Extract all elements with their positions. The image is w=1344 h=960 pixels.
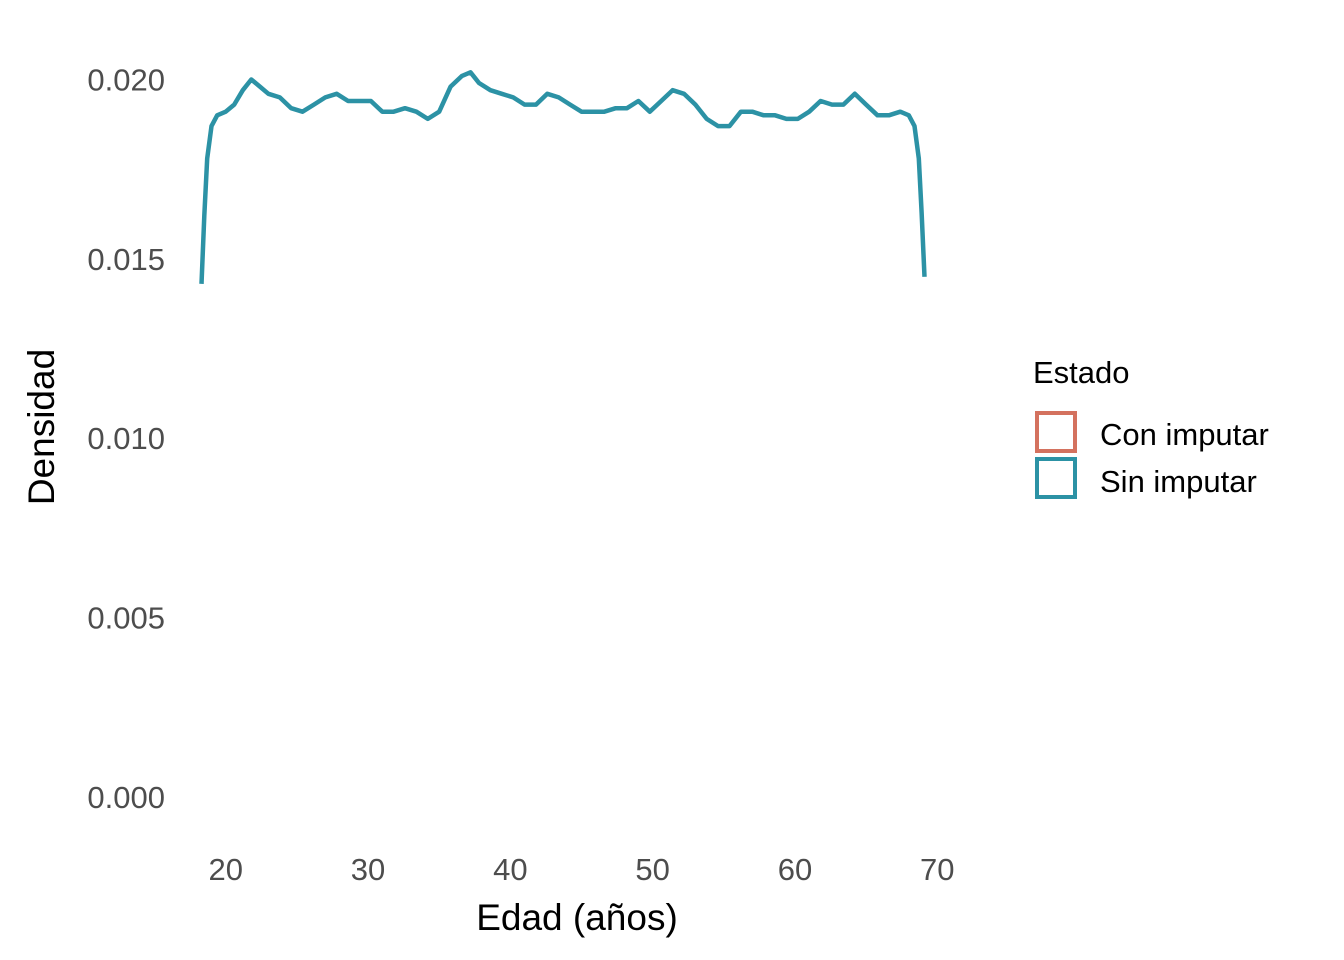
x-tick-label: 70 [920,852,954,887]
y-tick-label: 0.015 [87,242,165,277]
y-tick-label: 0.020 [87,62,165,97]
y-tick-label: 0.005 [87,601,165,636]
x-tick-label: 20 [208,852,242,887]
legend-label-con-imputar: Con imputar [1100,417,1269,452]
y-axis-title: Densidad [21,349,62,505]
legend-label-sin-imputar: Sin imputar [1100,464,1257,499]
density-line-sin-imputar [199,70,927,284]
legend: Estado Con imputar Sin imputar [1033,355,1269,499]
x-tick-label: 60 [778,852,812,887]
x-axis-title: Edad (años) [476,897,678,938]
legend-key-sin-imputar [1035,457,1077,499]
y-tick-label: 0.000 [87,780,165,815]
legend-key-con-imputar [1035,411,1077,453]
y-tick-label: 0.010 [87,421,165,456]
x-axis-ticks: 20 30 40 50 60 70 [208,852,954,887]
y-axis-ticks: 0.000 0.005 0.010 0.015 0.020 [87,62,165,814]
x-tick-label: 40 [493,852,527,887]
legend-title: Estado [1033,355,1130,390]
x-tick-label: 30 [351,852,385,887]
plot-lines [199,70,927,284]
x-tick-label: 50 [635,852,669,887]
